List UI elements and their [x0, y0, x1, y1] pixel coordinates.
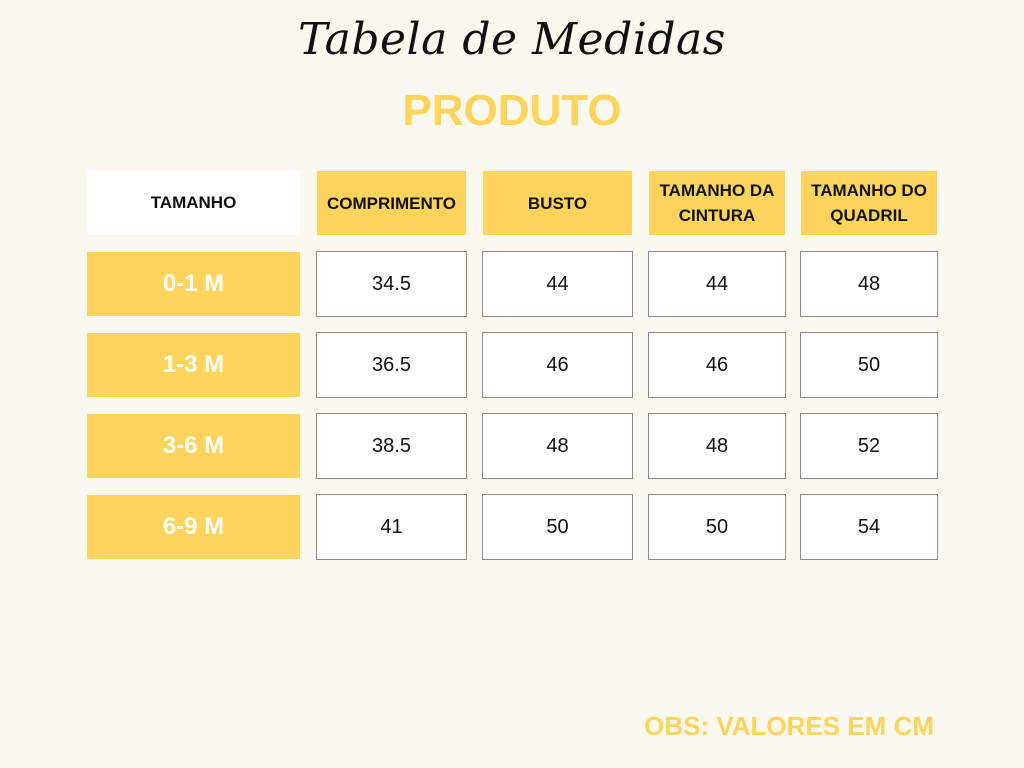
- cell-cintura: 48: [648, 413, 786, 479]
- cell-quadril: 52: [800, 413, 938, 479]
- cell-busto: 48: [482, 413, 633, 479]
- cell-quadril: 54: [800, 494, 938, 560]
- cell-comprimento: 38.5: [316, 413, 467, 479]
- row-size-label: 1-3 M: [87, 333, 300, 397]
- cell-quadril: 50: [800, 332, 938, 398]
- row-size-label: 0-1 M: [87, 252, 300, 316]
- cell-cintura: 46: [648, 332, 786, 398]
- cell-cintura: 50: [648, 494, 786, 560]
- cell-busto: 46: [482, 332, 633, 398]
- page-subtitle: PRODUTO: [402, 86, 622, 135]
- page-title: Tabela de Medidas: [298, 14, 726, 65]
- header-busto: BUSTO: [483, 171, 632, 235]
- header-tamanho: TAMANHO: [87, 171, 300, 235]
- cell-comprimento: 41: [316, 494, 467, 560]
- row-size-label: 3-6 M: [87, 414, 300, 478]
- cell-cintura: 44: [648, 251, 786, 317]
- cell-quadril: 48: [800, 251, 938, 317]
- cell-comprimento: 36.5: [316, 332, 467, 398]
- header-cintura: TAMANHO DA CINTURA: [649, 171, 785, 235]
- header-quadril: TAMANHO DO QUADRIL: [801, 171, 937, 235]
- cell-busto: 44: [482, 251, 633, 317]
- header-comprimento: COMPRIMENTO: [317, 171, 466, 235]
- units-note: OBS: VALORES EM CM: [644, 711, 934, 741]
- cell-comprimento: 34.5: [316, 251, 467, 317]
- cell-busto: 50: [482, 494, 633, 560]
- row-size-label: 6-9 M: [87, 495, 300, 559]
